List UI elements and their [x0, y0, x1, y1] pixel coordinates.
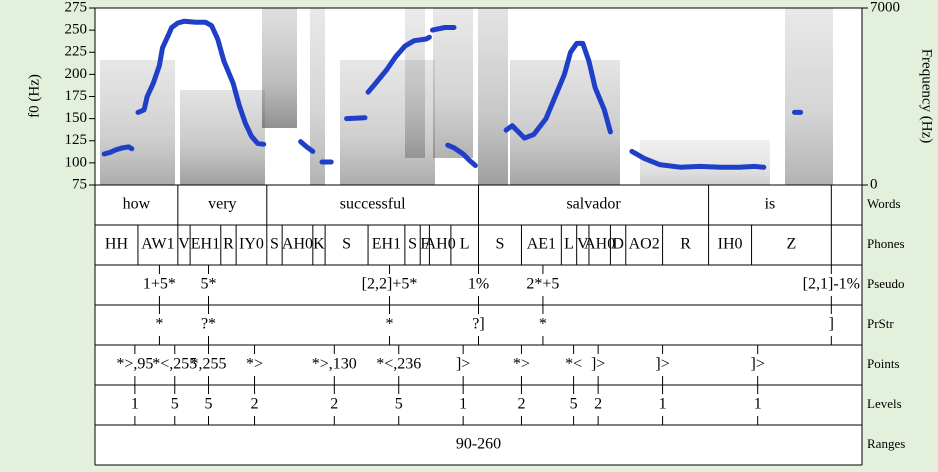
- point-label: 5: [205, 396, 213, 413]
- point-label: 2: [251, 396, 259, 413]
- y-axis-title: f0 (Hz): [26, 74, 42, 118]
- point-label: *: [539, 316, 547, 333]
- y-tick-label: 225: [65, 44, 88, 60]
- point-label: ]>: [591, 356, 605, 373]
- point-label: *<,236: [376, 356, 421, 373]
- point-label: ?*: [201, 316, 216, 333]
- interval-label: K: [313, 236, 325, 253]
- interval-label: S: [408, 236, 417, 253]
- point-label: 1%: [468, 276, 489, 293]
- point-label: [2,2]+5*: [362, 276, 418, 293]
- point-label: ]>: [456, 356, 470, 373]
- interval-label: EH1: [191, 236, 220, 253]
- interval-label: salvador: [566, 196, 621, 213]
- interval-label: D: [612, 236, 624, 253]
- tier-name: Phones: [867, 236, 905, 251]
- interval-label: AH0: [282, 236, 313, 253]
- point-label: 1: [459, 396, 467, 413]
- point-label: 5*: [201, 276, 217, 293]
- point-label: *>,130: [312, 356, 357, 373]
- spectrogram: [100, 8, 833, 185]
- y-tick-label: 75: [72, 176, 87, 192]
- point-label: 1+5*: [143, 276, 176, 293]
- y-tick-label: 150: [65, 110, 88, 126]
- interval-label: HH: [105, 236, 129, 253]
- point-label: 1: [754, 396, 762, 413]
- point-label: 2: [517, 396, 525, 413]
- interval-label: S: [342, 236, 351, 253]
- interval-label: AE1: [527, 236, 556, 253]
- interval-label: how: [123, 196, 151, 213]
- y-tick-label: 200: [65, 66, 88, 82]
- point-label: *>: [513, 356, 530, 373]
- interval-label: L: [460, 236, 470, 253]
- y2-tick-label: 7000: [870, 0, 900, 15]
- y2-tick-label: 0: [870, 176, 878, 192]
- y-tick-label: 250: [65, 22, 88, 38]
- interval-label: IY0: [239, 236, 264, 253]
- point-label: *: [155, 316, 163, 333]
- point-label: 2: [594, 396, 602, 413]
- y2-axis-title: Frequency (Hz): [919, 49, 935, 144]
- interval-label: L: [564, 236, 574, 253]
- interval-label: S: [270, 236, 279, 253]
- point-label: ]: [829, 316, 834, 333]
- interval-label: S: [496, 236, 505, 253]
- interval-label: IH0: [718, 236, 743, 253]
- y-tick-label: 275: [65, 0, 88, 15]
- interval-label: 90-260: [456, 436, 501, 453]
- interval-label: AH0: [584, 236, 615, 253]
- interval-label: F: [420, 236, 429, 253]
- point-label: 5: [171, 396, 179, 413]
- y-tick-label: 125: [65, 132, 88, 148]
- tier-name: PrStr: [867, 316, 894, 331]
- tier-name: Ranges: [867, 436, 905, 451]
- point-label: 2: [330, 396, 338, 413]
- point-label: ]>: [655, 356, 669, 373]
- tier-name: Levels: [867, 396, 902, 411]
- point-label: *>: [246, 356, 263, 373]
- interval-label: AO2: [629, 236, 660, 253]
- point-label: 5: [570, 396, 578, 413]
- interval-label: V: [178, 236, 190, 253]
- y-tick-label: 100: [65, 154, 88, 170]
- point-label: *,255: [191, 356, 227, 373]
- tier-name: Words: [867, 196, 901, 211]
- point-label: *>,95: [116, 356, 153, 373]
- interval-label: R: [680, 236, 691, 253]
- interval-label: very: [208, 196, 236, 213]
- f0-contour: [101, 18, 804, 170]
- tier-name: Pseudo: [867, 276, 905, 291]
- point-label: 5: [395, 396, 403, 413]
- point-label: ]>: [751, 356, 765, 373]
- point-label: ?]: [472, 316, 484, 333]
- point-label: *<: [565, 356, 582, 373]
- point-label: *: [386, 316, 394, 333]
- interval-label: AH0: [425, 236, 456, 253]
- interval-label: successful: [340, 196, 406, 213]
- interval-label: Z: [787, 236, 797, 253]
- y-tick-label: 175: [65, 88, 88, 104]
- tier-name: Points: [867, 356, 900, 371]
- point-label: 2*+5: [526, 276, 559, 293]
- interval-label: is: [765, 196, 776, 213]
- interval-label: V: [577, 236, 589, 253]
- point-label: *<,255: [152, 356, 197, 373]
- point-label: 1: [659, 396, 667, 413]
- interval-label: R: [223, 236, 234, 253]
- interval-label: AW1: [141, 236, 174, 253]
- point-label: [2,1]-1%: [803, 276, 860, 293]
- point-label: 1: [131, 396, 139, 413]
- interval-label: EH1: [372, 236, 401, 253]
